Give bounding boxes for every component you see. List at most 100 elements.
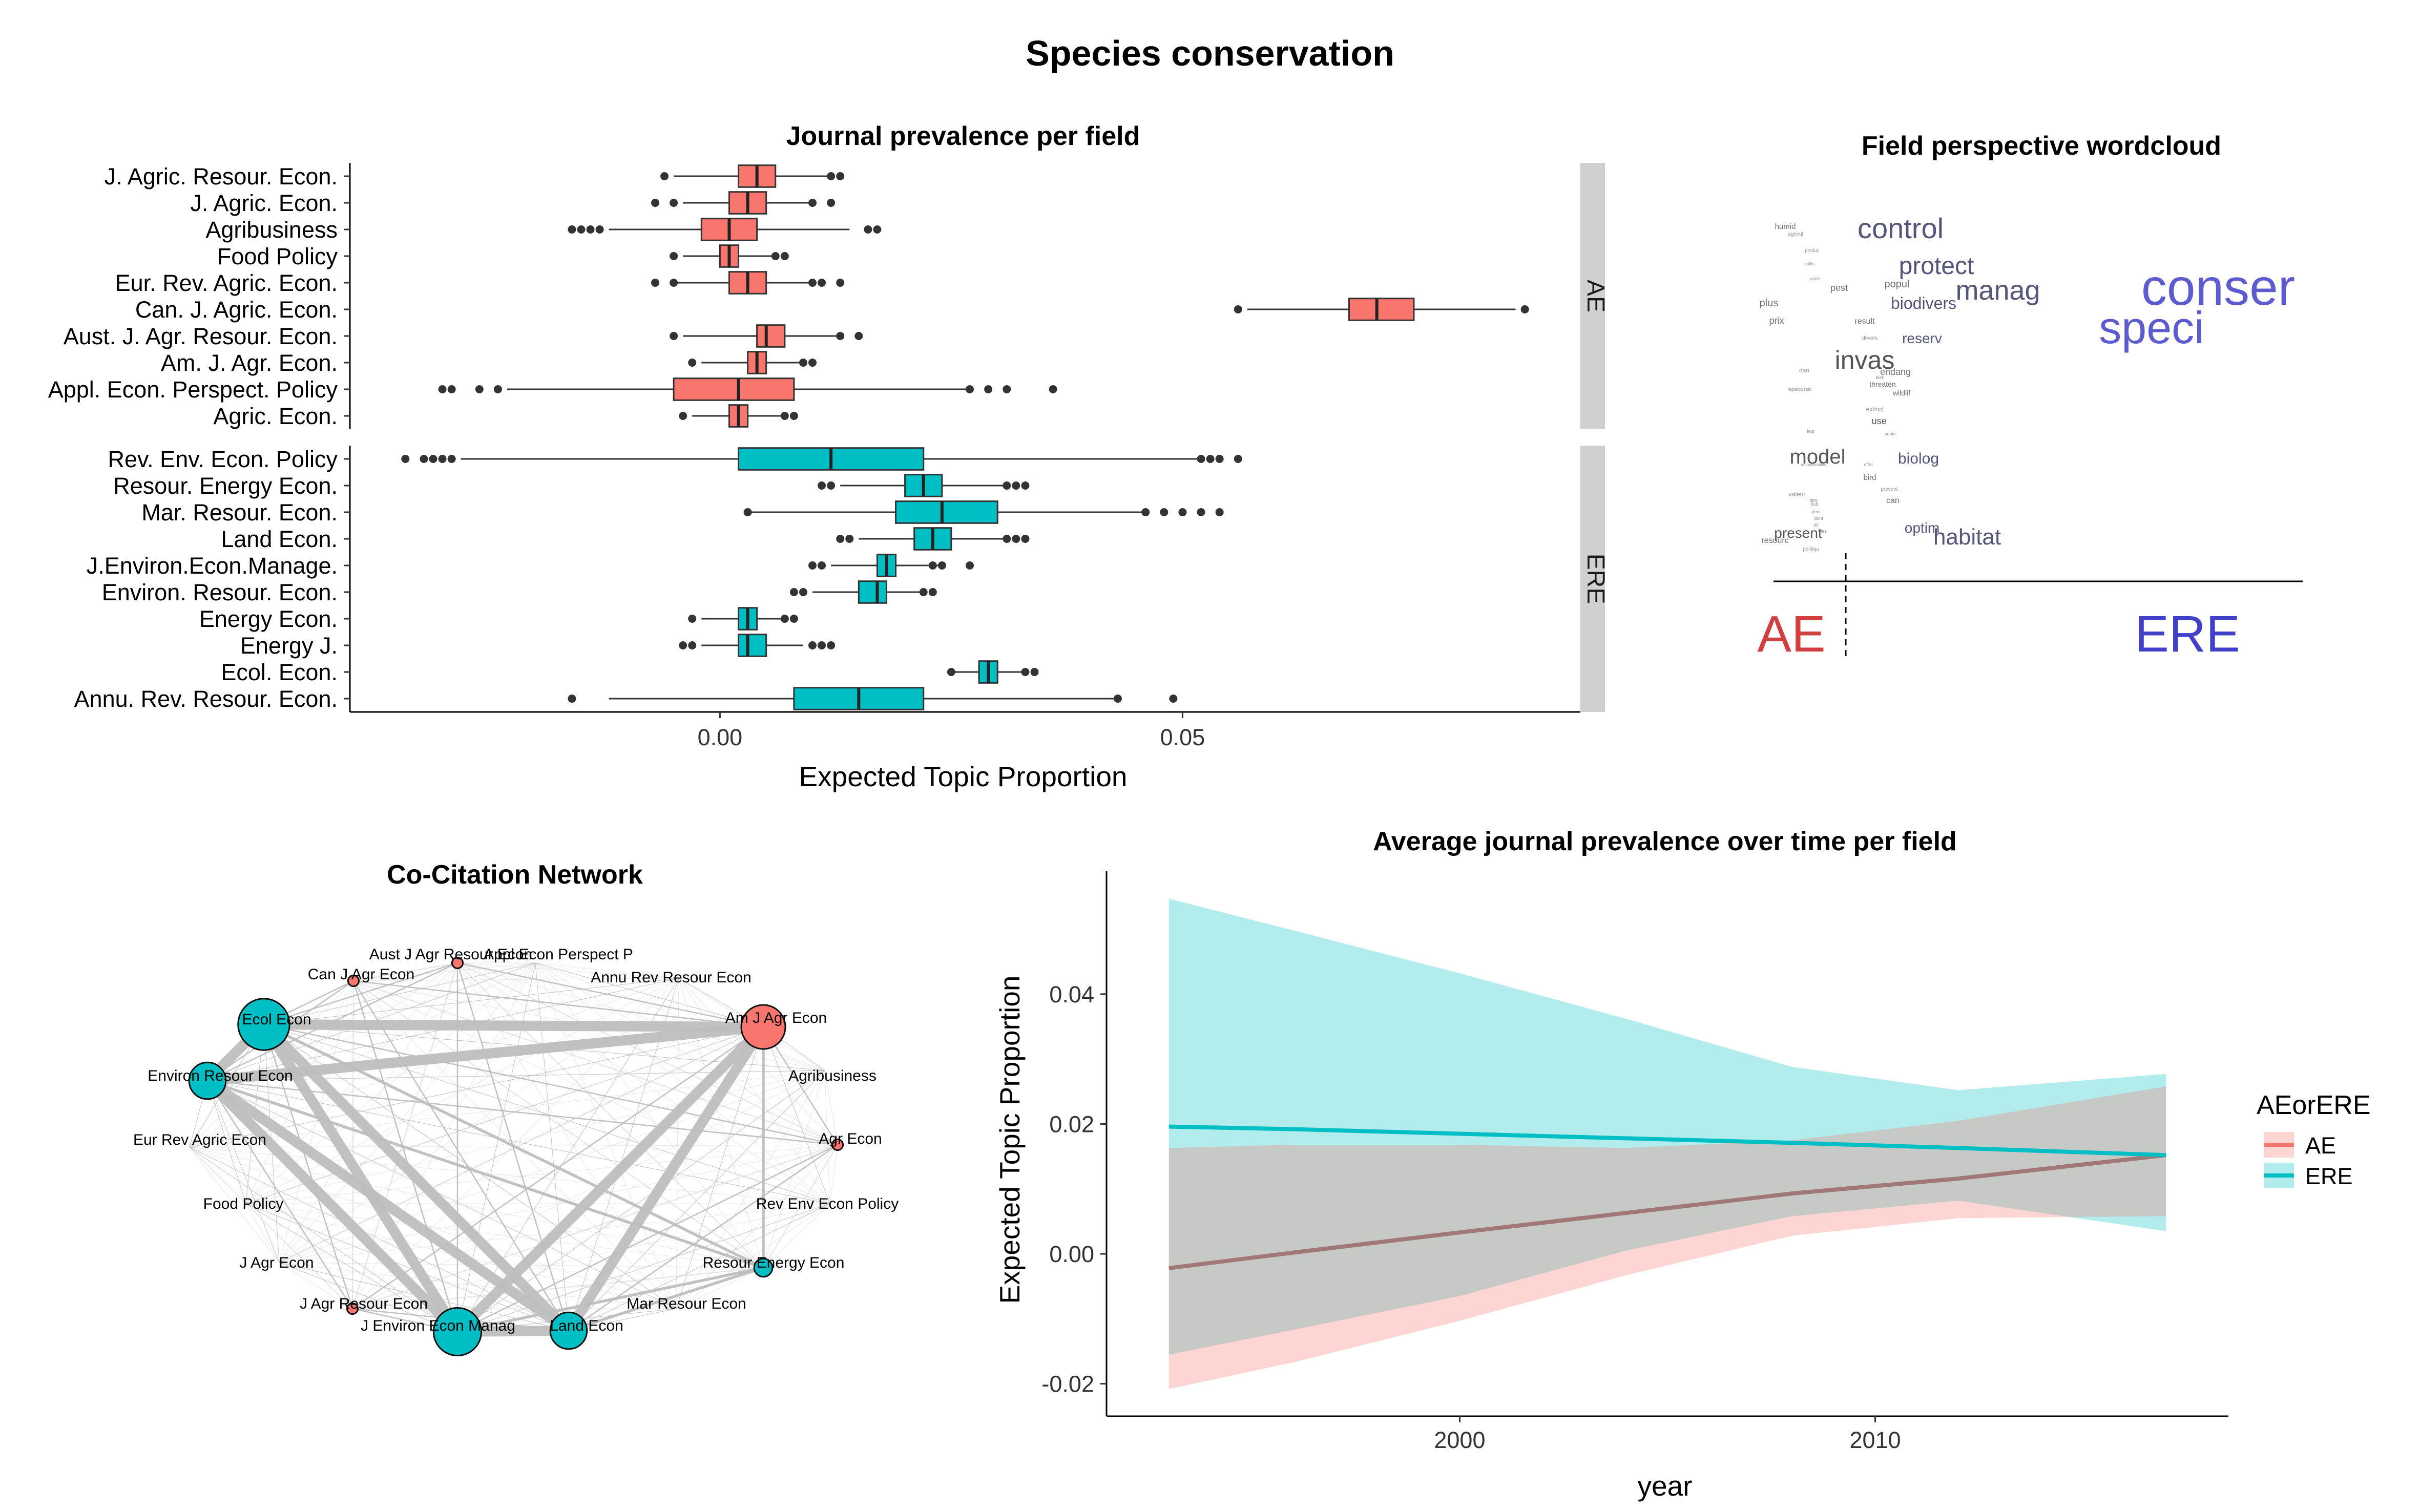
network-node-label: Mar Resour Econ: [627, 1295, 746, 1312]
network-node: [753, 1257, 774, 1278]
wordcloud-ere-label: ERE: [2135, 605, 2240, 663]
wordcloud-word: model: [1790, 446, 1846, 468]
boxplot-outlier: [1206, 455, 1215, 463]
boxplot-outlier: [670, 332, 678, 340]
boxplot-outlier: [827, 641, 836, 649]
boxplot-outlier: [670, 252, 678, 260]
network-edge: [457, 962, 764, 1268]
network-node-label: Am J Agr Econ: [725, 1010, 827, 1026]
wordcloud-word: speci: [2099, 302, 2204, 353]
wordcloud-word: bird: [1863, 473, 1876, 482]
network-edge: [457, 1203, 830, 1332]
boxplot-outlier: [1141, 508, 1150, 516]
boxplot-y-tick-label: Eur. Rev. Agric. Econ.: [115, 270, 338, 296]
network-edge: [263, 1023, 838, 1146]
network-edge: [204, 1076, 572, 1335]
wordcloud-word: peut: [1811, 509, 1821, 514]
network-edge: [829, 1144, 838, 1204]
network-edge: [189, 1147, 246, 1204]
wordcloud-word: bien: [1875, 375, 1884, 380]
boxplot-outlier: [808, 561, 817, 570]
network-edge: [189, 980, 354, 1148]
wordcloud-word: resourc: [1761, 536, 1788, 545]
network-edge: [263, 1024, 353, 1309]
boxplot-outlier: [1215, 455, 1224, 463]
wordcloud-word: zone: [1810, 276, 1820, 281]
wordcloud-word: leur: [1807, 429, 1814, 434]
network-edge: [535, 962, 679, 979]
boxplot-outlier: [818, 481, 826, 490]
network-edge: [245, 1203, 458, 1332]
network-edge: [245, 1203, 353, 1309]
boxplot-outlier: [429, 455, 437, 463]
boxplot-outlier: [1234, 305, 1242, 313]
legend-label: AE: [2305, 1132, 2336, 1159]
facet-strip: [1580, 446, 1605, 712]
boxplot-outlier: [1234, 455, 1242, 463]
wordcloud-word: renouvelables: [1801, 463, 1826, 467]
wordcloud-word: dit: [1813, 522, 1819, 528]
boxplot-outlier: [568, 695, 576, 703]
wordcloud-word: control: [1858, 212, 1944, 244]
network-node: [346, 1302, 359, 1315]
boxplot-outlier: [827, 481, 836, 490]
network-edge: [189, 1147, 830, 1204]
facet-strip: [1580, 163, 1605, 429]
network-edge: [353, 962, 458, 982]
boxplot-outlier: [789, 588, 798, 596]
network-edge: [279, 980, 354, 1263]
network-node-label: Resour Energy Econ: [703, 1254, 845, 1271]
wordcloud-word: optim: [1905, 520, 1939, 536]
line-chart-x-tick-label: 2000: [1434, 1427, 1485, 1453]
wordcloud-title: Field perspective wordcloud: [1862, 131, 2221, 161]
network-edge: [207, 1080, 838, 1146]
boxplot-outlier: [493, 385, 502, 393]
boxplot-outlier: [660, 172, 669, 180]
network-edge: [568, 1266, 764, 1332]
network-node-label: J Agr Econ: [239, 1254, 314, 1271]
boxplot-outlier: [1520, 305, 1529, 313]
network-edge: [762, 1026, 839, 1145]
network-edge: [189, 1147, 764, 1268]
network-edge: [263, 1024, 677, 1309]
network-node-label: Can J Agr Econ: [308, 966, 414, 983]
network-edge: [245, 1203, 280, 1263]
boxplot-outlier: [568, 225, 576, 234]
boxplot-outlier: [577, 225, 586, 234]
boxplot-outlier: [966, 385, 974, 393]
network-edge: [824, 1070, 830, 1204]
boxplot-outlier: [1178, 508, 1187, 516]
boxplot-outlier: [873, 225, 882, 234]
network-edge: [245, 1070, 825, 1204]
boxplot-outlier: [670, 279, 678, 287]
boxplot-outlier: [651, 199, 659, 207]
boxplot-outlier: [928, 561, 937, 570]
network-node-label: Agribusiness: [788, 1067, 877, 1084]
boxplot-y-tick-label: J.Environ.Econ.Manage.: [87, 553, 338, 579]
wordcloud-word: utilis: [1805, 261, 1815, 266]
wordcloud-word: plus: [1760, 298, 1779, 309]
wordcloud-word: invas: [1835, 346, 1895, 374]
boxplot-outlier: [818, 561, 826, 570]
boxplot-y-tick-label: Food Policy: [217, 243, 338, 269]
wordcloud-word: result: [1854, 317, 1875, 326]
network-edge: [676, 1267, 764, 1309]
network-edge: [207, 1079, 764, 1269]
boxplot-outlier: [808, 279, 817, 287]
boxplot-box: [756, 324, 786, 348]
boxplot-title: Journal prevalence per field: [786, 121, 1140, 151]
boxplot-y-tick-label: Land Econ.: [221, 526, 338, 552]
boxplot-outlier: [919, 588, 928, 596]
line-chart-x-tick-label: 2010: [1850, 1427, 1901, 1453]
network-edge: [568, 1070, 825, 1331]
network-edge: [260, 1020, 573, 1335]
network-edge: [535, 962, 838, 1145]
network-edge: [189, 1026, 764, 1148]
series-line: [1169, 1124, 2166, 1158]
boxplot-outlier: [845, 535, 854, 543]
network-node-label: Appl Econ Perspect P: [484, 946, 633, 963]
network-edge: [535, 962, 764, 1268]
boxplot-outlier: [780, 412, 789, 420]
confidence-band: [1169, 1086, 2166, 1389]
network-edge: [189, 1147, 569, 1331]
